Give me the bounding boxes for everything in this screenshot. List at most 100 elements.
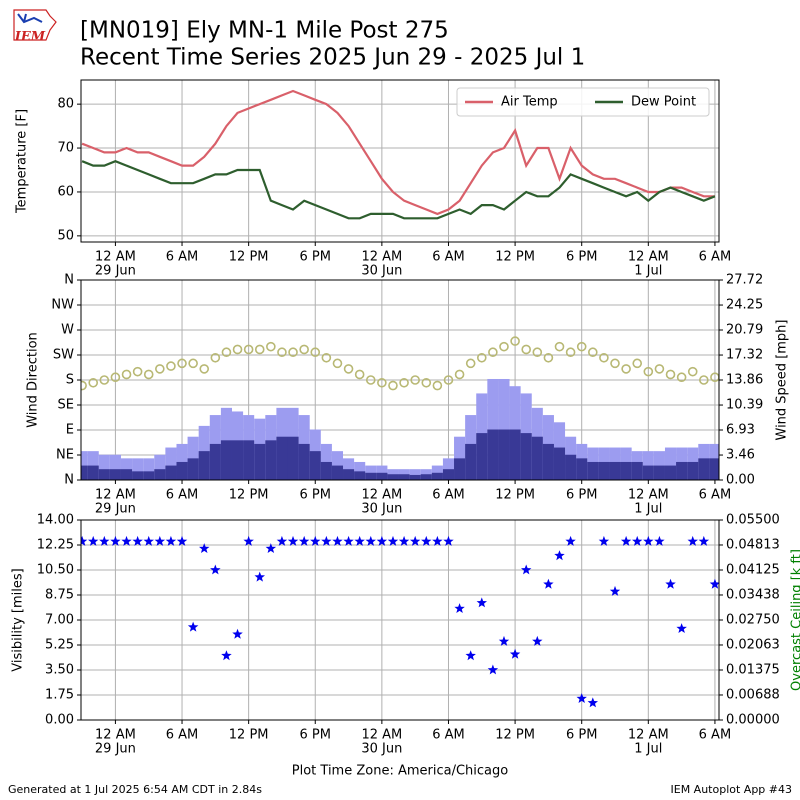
wind-direction-point (543, 352, 554, 363)
wind-speed-bar (676, 461, 688, 480)
wind-speed-bar (542, 443, 554, 480)
y-tick-label: 10.50 (37, 563, 74, 578)
visibility-point (443, 535, 454, 546)
visibility-point (498, 635, 510, 646)
wind-speed-bar (431, 472, 443, 480)
wind-speed-bar (631, 461, 643, 480)
visibility-point (387, 535, 399, 546)
wind-speed-bar (165, 465, 177, 480)
wind-direction-point (554, 341, 565, 352)
y2-tick-label: 0.05500 (726, 513, 780, 528)
visibility-point (298, 535, 310, 546)
wind-direction-point (610, 358, 620, 369)
wind-speed-bar (642, 465, 654, 480)
y2-tick-label: 0.01375 (726, 663, 780, 678)
y2-tick-label: 10.39 (726, 398, 763, 413)
wind-direction-point (532, 347, 543, 358)
y-tick-label: 12.25 (37, 538, 74, 553)
wind-speed-bar (354, 471, 366, 480)
wind-speed-bar (109, 469, 121, 480)
wind-direction-point (332, 358, 343, 369)
wind-direction-point (310, 347, 321, 358)
y-tick-label: 60 (57, 184, 74, 199)
wind-speed-bar (276, 436, 288, 480)
x-tick-label: 6 AM (166, 728, 199, 743)
y-tick-label: W (61, 323, 74, 338)
y-axis-label: Wind Direction (26, 332, 41, 428)
visibility-point (620, 535, 632, 546)
wind-speed-bar (354, 461, 366, 480)
y-tick-label: 7.00 (45, 613, 74, 628)
visibility-point (398, 535, 410, 546)
y-tick-label: SW (53, 348, 74, 363)
visibility-point (243, 535, 254, 546)
x-tick-label: 12 PM (495, 488, 535, 503)
visibility-point (532, 635, 543, 646)
visibility-point (654, 535, 665, 546)
visibility-point (698, 535, 710, 546)
wind-speed-bar (431, 465, 443, 480)
visibility-point (665, 578, 676, 589)
x-tick-sublabel: 1 Jul (634, 264, 662, 279)
wind-direction-point (121, 369, 132, 380)
y2-tick-label: 0.04813 (726, 537, 780, 552)
y-tick-label: 5.25 (45, 638, 74, 653)
visibility-point (365, 535, 376, 546)
y2-tick-label: 13.86 (726, 373, 763, 388)
wind-speed-bar (454, 458, 466, 480)
y-tick-label: N (64, 473, 74, 488)
x-tick-sublabel: 30 Jun (361, 502, 402, 517)
wind-direction-point (377, 377, 387, 388)
logo-text: IEM (14, 30, 46, 45)
plot-area (81, 89, 716, 220)
x-tick-label: 12 AM (95, 728, 136, 743)
visibility-point (110, 535, 121, 546)
visibility-point (421, 535, 432, 546)
wind-direction-point (321, 352, 332, 363)
wind-direction-point (632, 358, 643, 369)
legend-box (456, 87, 710, 117)
x-tick-sublabel: 1 Jul (634, 502, 662, 517)
wind-speed-bar (176, 443, 188, 480)
y-tick-label: 70 (57, 141, 74, 156)
x-tick-sublabel: 29 Jun (95, 502, 136, 517)
y-axis-label: Visibility [miles] (11, 568, 26, 671)
wind-speed-bar (154, 469, 166, 480)
y-axis-label: Temperature [F] (15, 109, 30, 214)
wind-speed-bar (87, 465, 99, 480)
wind-direction-point (654, 364, 665, 374)
logo-symbol (17, 13, 43, 24)
y2-axis-label: Overcast Ceiling [k ft] (790, 549, 800, 691)
wind-direction-point (188, 358, 198, 369)
x-tick-label: 6 AM (432, 250, 465, 265)
wind-direction-point (277, 347, 287, 358)
wind-speed-bar (154, 454, 166, 480)
wind-direction-point (143, 369, 154, 380)
axes-frame (80, 279, 720, 481)
wind-speed-bar (653, 465, 665, 480)
x-tick-label: 12 AM (361, 728, 402, 743)
wind-speed-bar (220, 440, 232, 480)
wind-direction-point (266, 341, 276, 352)
chart-title: [MN019] Ely MN-1 Mile Post 275 (80, 18, 449, 44)
wind-speed-bar (243, 440, 255, 480)
wind-direction-point (254, 344, 265, 355)
wind-direction-point (232, 344, 243, 355)
visibility-point (432, 535, 443, 546)
visibility-point (176, 535, 188, 546)
visibility-point (598, 535, 610, 546)
y2-tick-label: 20.79 (726, 323, 763, 338)
x-tick-sublabel: 30 Jun (361, 742, 402, 757)
wind-speed-bar (498, 378, 510, 480)
wind-direction-point (88, 377, 99, 388)
visibility-point (521, 564, 532, 575)
wind-speed-bar (465, 443, 477, 480)
wind-direction-point (221, 347, 232, 358)
visibility-point (199, 543, 210, 553)
wind-speed-bar (265, 440, 277, 480)
wind-speed-bar (176, 461, 188, 480)
footer-left: Generated at 1 Jul 2025 6:54 AM CDT in 2… (8, 783, 262, 796)
wind-speed-bar (598, 461, 610, 480)
visibility-point (465, 650, 476, 661)
x-tick-label: 6 AM (432, 488, 465, 503)
